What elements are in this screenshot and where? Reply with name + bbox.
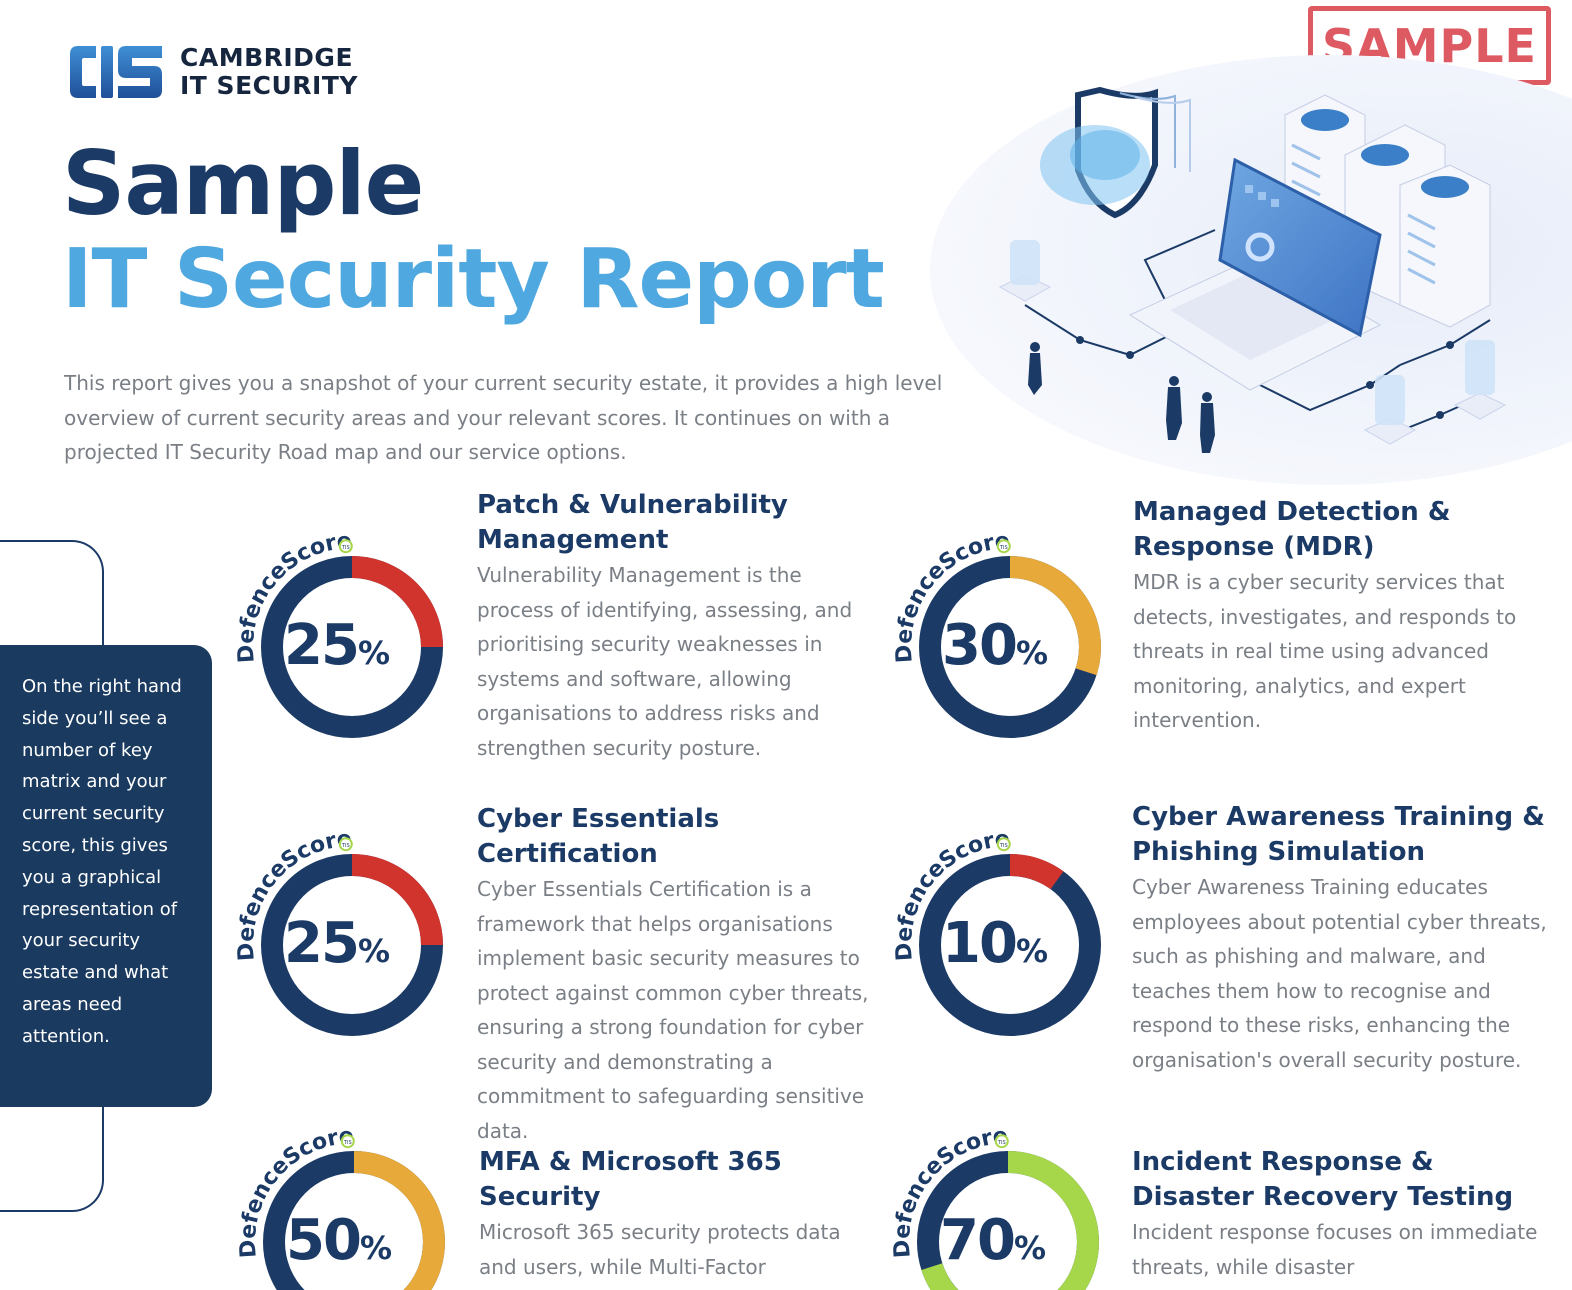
section-title: Managed Detection & Response (MDR) [1133, 497, 1451, 562]
defence-score-badge-text: TIS [999, 843, 1008, 849]
section-title: Incident Response & Disaster Recovery Te… [1132, 1147, 1514, 1212]
section-mdr: Managed Detection & Response (MDR) MDR i… [1133, 495, 1543, 738]
defence-score-badge-text: TIS [343, 1140, 352, 1146]
defence-score-gauge-graphic: DefenceScoreTIS [236, 1124, 445, 1290]
gauge-score-arc [917, 1151, 1099, 1290]
company-name: CAMBRIDGE IT SECURITY [180, 44, 358, 100]
section-description: Microsoft 365 security protects data and… [479, 1220, 841, 1290]
section-title: MFA & Microsoft 365 Security [479, 1147, 782, 1212]
section-incident-response: Incident Response & Disaster Recovery Te… [1132, 1145, 1552, 1284]
company-name-line2: IT SECURITY [180, 71, 358, 100]
percent-sign: % [1015, 932, 1048, 970]
score-value: 30 [942, 613, 1018, 678]
score-percentage: 25% [222, 613, 452, 678]
percent-sign: % [359, 1229, 392, 1267]
intro-paragraph: This report gives you a snapshot of your… [64, 371, 943, 464]
defence-score-badge-icon [996, 837, 1011, 852]
score-value: 50 [286, 1208, 362, 1273]
section-description: Vulnerability Management is the process … [477, 563, 853, 760]
score-percentage: 70% [878, 1208, 1108, 1273]
defence-score-gauge-graphic: DefenceScoreTIS [892, 827, 1101, 1036]
section-mfa-m365: MFA & Microsoft 365 Security Microsoft 3… [479, 1145, 884, 1290]
section-patch-vulnerability: Patch & Vulnerability Management Vulnera… [477, 488, 877, 765]
section-description: Incident response focuses on immediate t… [1132, 1220, 1538, 1279]
gauge-score-arc [919, 854, 1101, 1036]
section-description: Cyber Awareness Training educates employ… [1132, 875, 1547, 1072]
defence-score-gauge: DefenceScoreTIS 50% [224, 1120, 454, 1290]
section-title: Patch & Vulnerability Management [477, 490, 788, 555]
score-percentage: 50% [224, 1208, 454, 1273]
score-percentage: 30% [880, 613, 1110, 678]
defence-score-gauge: DefenceScoreTIS 10% [880, 823, 1110, 1053]
gauge-score-arc [261, 556, 443, 738]
company-name-line1: CAMBRIDGE [180, 43, 354, 72]
page-title-line1: Sample [62, 132, 424, 235]
score-value: 25 [284, 911, 360, 976]
side-note-panel: On the right hand side you’ll see a numb… [0, 645, 212, 1107]
section-cyber-essentials: Cyber Essentials Certification Cyber Ess… [477, 802, 877, 1148]
defence-score-badge-icon [994, 1134, 1009, 1149]
defence-score-gauge: DefenceScoreTIS 30% [880, 525, 1110, 755]
percent-sign: % [1015, 634, 1048, 672]
defence-score-gauge: DefenceScoreTIS 70% [878, 1120, 1108, 1290]
defence-score-gauge-graphic: DefenceScoreTIS [234, 529, 443, 738]
defence-score-gauge-graphic: DefenceScoreTIS [890, 1124, 1099, 1290]
defence-score-badge-icon [338, 837, 353, 852]
cis-logo-mark-icon [70, 46, 162, 98]
score-percentage: 10% [880, 911, 1110, 976]
gauge-score-arc [919, 556, 1101, 738]
score-percentage: 25% [222, 911, 452, 976]
defence-score-badge-text: TIS [999, 545, 1008, 551]
section-description: MDR is a cyber security services that de… [1133, 570, 1517, 732]
section-title: Cyber Awareness Training & Phishing Simu… [1132, 802, 1545, 867]
defence-score-badge-icon [338, 539, 353, 554]
page-title-line2: IT Security Report [62, 232, 885, 327]
defence-score-gauge: DefenceScoreTIS 25% [222, 823, 452, 1053]
percent-sign: % [357, 932, 390, 970]
defence-score-badge-icon [340, 1134, 355, 1149]
defence-score-gauge: DefenceScoreTIS 25% [222, 525, 452, 755]
defence-score-gauge-graphic: DefenceScoreTIS [234, 827, 443, 1036]
section-description: Cyber Essentials Certification is a fram… [477, 877, 869, 1143]
defence-score-badge-text: TIS [341, 843, 350, 849]
score-value: 70 [940, 1208, 1016, 1273]
percent-sign: % [357, 634, 390, 672]
defence-score-badge-text: TIS [341, 545, 350, 551]
score-value: 25 [284, 613, 360, 678]
defence-score-badge-icon [996, 539, 1011, 554]
gauge-score-arc [263, 1151, 445, 1290]
isometric-security-illustration [930, 55, 1572, 485]
section-cyber-awareness: Cyber Awareness Training & Phishing Simu… [1132, 800, 1552, 1077]
company-logo: CAMBRIDGE IT SECURITY [66, 44, 358, 100]
percent-sign: % [1013, 1229, 1046, 1267]
defence-score-gauge-graphic: DefenceScoreTIS [892, 529, 1101, 738]
gauge-score-arc [261, 854, 443, 1036]
section-title: Cyber Essentials Certification [477, 804, 720, 869]
score-value: 10 [942, 911, 1018, 976]
defence-score-badge-text: TIS [997, 1140, 1006, 1146]
